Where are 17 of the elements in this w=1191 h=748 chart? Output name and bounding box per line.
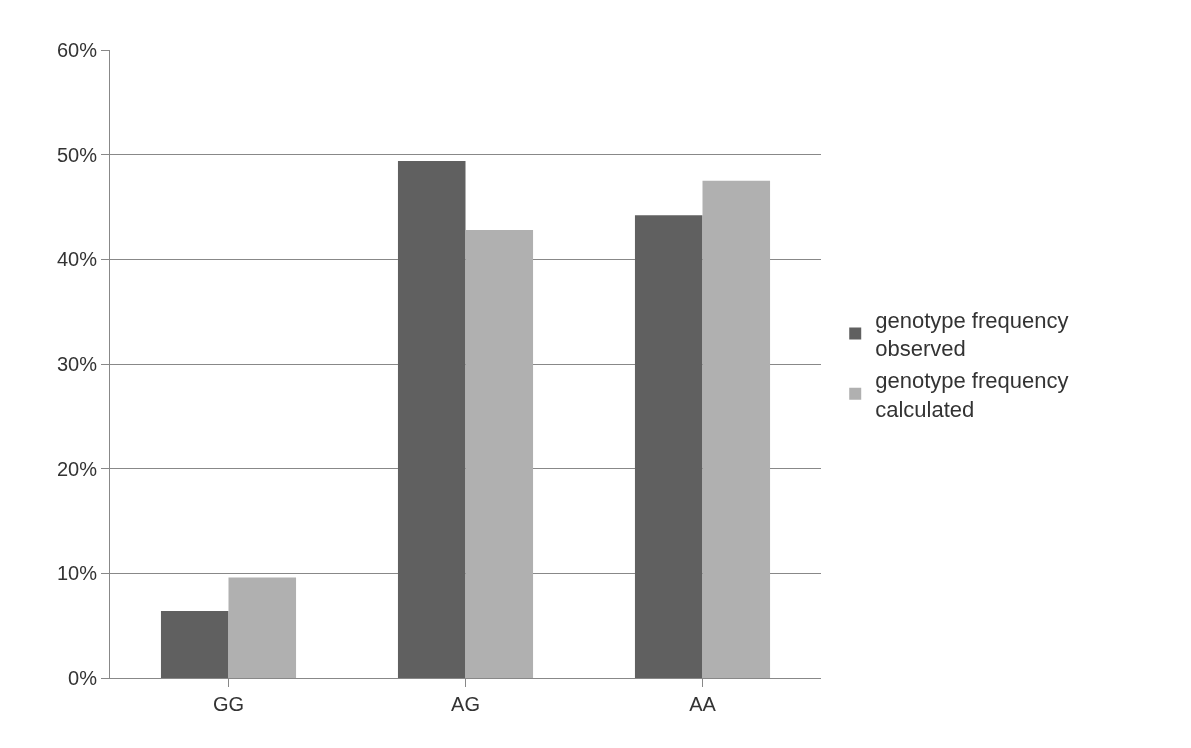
y-tick-label: 30% bbox=[56, 353, 98, 375]
y-tick-label: 50% bbox=[56, 143, 98, 166]
bar bbox=[228, 577, 297, 678]
x-tick-label: AG bbox=[451, 693, 480, 715]
y-tick-label: 20% bbox=[56, 457, 98, 480]
y-tick-label: 0% bbox=[68, 667, 98, 689]
legend-label: genotype frequency calculated bbox=[875, 368, 1069, 422]
bar bbox=[465, 230, 534, 678]
bar bbox=[397, 160, 466, 678]
x-tick-label: GG bbox=[212, 693, 245, 715]
x-tick-label: AA bbox=[689, 693, 717, 715]
bar bbox=[160, 611, 229, 678]
y-tick-label: 10% bbox=[56, 562, 98, 585]
y-tick-label: 60% bbox=[56, 39, 98, 61]
bar bbox=[634, 215, 703, 678]
y-tick-label: 40% bbox=[56, 248, 98, 271]
bar bbox=[702, 180, 771, 678]
